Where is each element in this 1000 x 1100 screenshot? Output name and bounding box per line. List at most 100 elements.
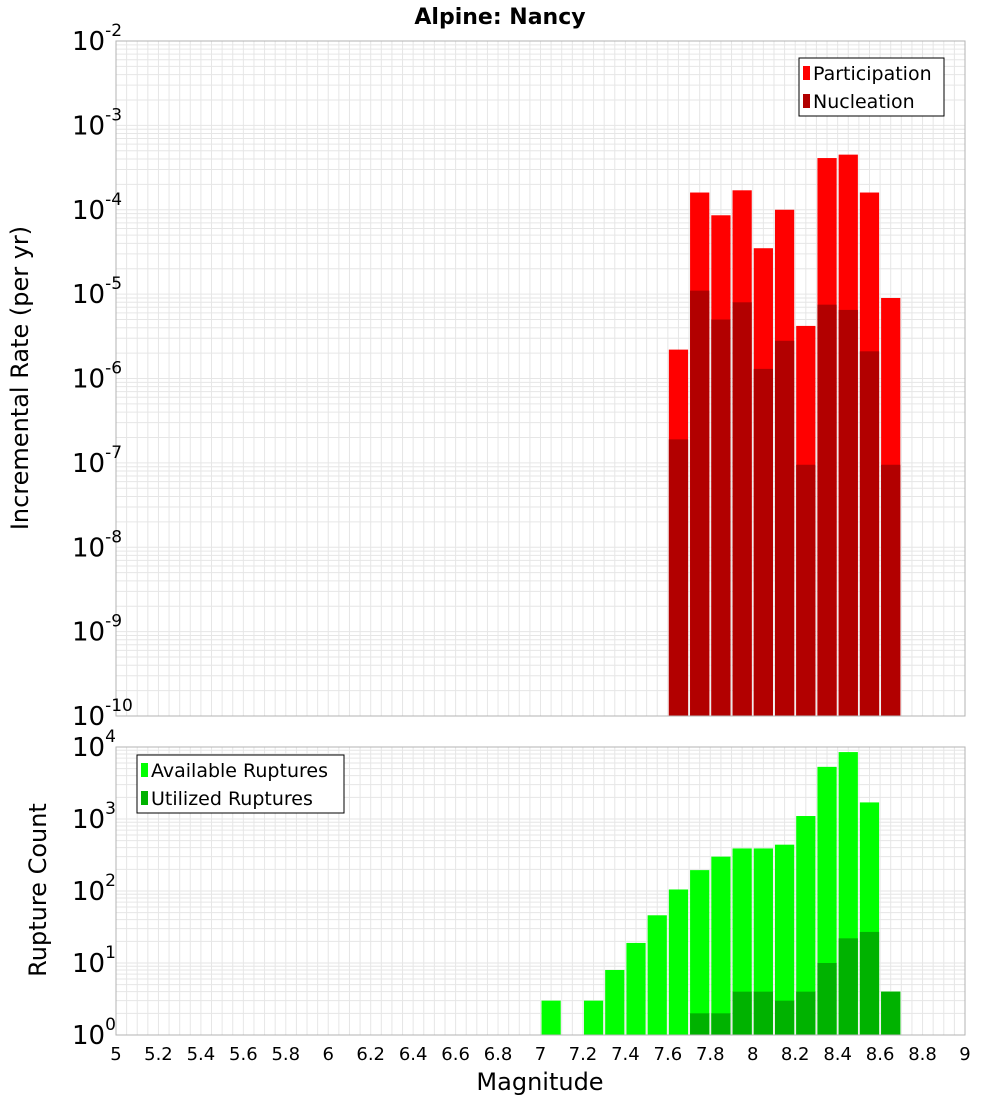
- y-tick-exponent: -10: [105, 696, 133, 716]
- bottom-bar: [796, 991, 816, 1035]
- top-bar: [774, 340, 795, 716]
- x-axis-label: Magnitude: [476, 1068, 603, 1096]
- top-y-tick-label: 10-9: [72, 612, 122, 648]
- legend-swatch: [803, 66, 810, 80]
- top-bar: [711, 319, 731, 716]
- bottom-bar: [668, 889, 689, 1035]
- bottom-y-tick-label: 102: [72, 871, 116, 907]
- x-tick-label: 8.4: [823, 1044, 852, 1065]
- x-tick-label: 8: [747, 1044, 758, 1065]
- bottom-y-axis-label: Rupture Count: [24, 803, 52, 977]
- bottom-bar: [753, 848, 773, 1035]
- bottom-bar: [690, 870, 710, 1035]
- bottom-bar: [711, 856, 731, 1035]
- top-y-tick-label: 10-3: [72, 105, 122, 141]
- top-bar: [838, 309, 858, 716]
- x-tick-label: 7: [535, 1044, 546, 1065]
- x-tick-label: 5: [110, 1044, 121, 1065]
- top-y-tick-label: 10-2: [72, 21, 122, 57]
- rate-chart: 10-10 10-9 10-8 10-7 10-6 10-5 10-4 10-3 10-2 Par…: [72, 21, 966, 732]
- bottom-bar: [774, 1000, 795, 1035]
- x-tick-label: 6.8: [484, 1044, 513, 1065]
- bottom-bar: [732, 991, 752, 1035]
- x-tick-label: 5.2: [144, 1044, 173, 1065]
- bottom-bar: [859, 931, 880, 1035]
- bottom-bar: [690, 1013, 710, 1035]
- bottom-series-0: [541, 752, 901, 1035]
- top-y-tick-label: 10-7: [72, 443, 122, 479]
- bottom-bar: [732, 848, 752, 1035]
- bottom-bar: [796, 816, 816, 1035]
- legend-label: Utilized Ruptures: [151, 788, 313, 810]
- y-tick-exponent: 0: [105, 1015, 116, 1035]
- x-tick-label: 8.6: [866, 1044, 895, 1065]
- top-legend: Participation Nucleation: [798, 57, 945, 117]
- bottom-legend-box: [136, 754, 345, 814]
- x-tick-label: 8.8: [908, 1044, 937, 1065]
- y-tick-exponent: -6: [105, 359, 122, 379]
- x-tick-label: 6.2: [356, 1044, 385, 1065]
- top-plot-frame: [115, 40, 966, 717]
- bottom-y-tick-label: 101: [72, 943, 116, 979]
- y-tick-exponent: -2: [105, 21, 122, 41]
- legend-label: Nucleation: [813, 91, 915, 113]
- x-tick-label: 7.4: [611, 1044, 640, 1065]
- x-tick-label: 8.2: [781, 1044, 810, 1065]
- bottom-plot-frame: [115, 746, 966, 1036]
- y-tick-exponent: 1: [105, 943, 116, 963]
- x-tick-label: 5.8: [271, 1044, 300, 1065]
- top-bar: [668, 439, 689, 716]
- x-tick-label: 6.4: [399, 1044, 428, 1065]
- bottom-bar: [711, 1013, 731, 1035]
- top-y-axis-label: Incremental Rate (per yr): [6, 226, 34, 530]
- y-tick-exponent: 3: [105, 799, 116, 819]
- top-bar: [732, 302, 752, 716]
- x-tick-label: 6.6: [441, 1044, 470, 1065]
- bottom-bar: [881, 991, 901, 1035]
- top-bar: [753, 368, 773, 716]
- bottom-bar: [647, 915, 667, 1035]
- x-tick-label: 5.6: [229, 1044, 258, 1065]
- y-tick-exponent: -8: [105, 527, 122, 547]
- legend-label: Participation: [813, 63, 932, 85]
- chart-title: Alpine: Nancy: [414, 5, 585, 30]
- bottom-bar: [817, 963, 837, 1035]
- x-tick-label: 7.2: [569, 1044, 598, 1065]
- y-tick-exponent: 2: [105, 871, 116, 891]
- legend-swatch: [803, 94, 810, 108]
- top-series-1: [668, 290, 901, 716]
- bottom-y-tick-label: 104: [72, 727, 116, 763]
- top-bar: [690, 290, 710, 716]
- bottom-series-1: [690, 931, 901, 1035]
- top-y-tick-label: 10-8: [72, 527, 122, 563]
- x-tick-label: 7.8: [696, 1044, 725, 1065]
- top-y-tick-label: 10-5: [72, 274, 122, 310]
- bottom-bar: [583, 1000, 604, 1035]
- bottom-legend: Available Ruptures Utilized Ruptures: [136, 754, 345, 814]
- top-y-tick-label: 10-6: [72, 359, 122, 395]
- bottom-bar: [626, 942, 646, 1035]
- top-y-tick-label: 10-10: [72, 696, 133, 732]
- bottom-bar: [838, 938, 858, 1035]
- y-tick-exponent: -3: [105, 105, 122, 125]
- top-bar: [881, 464, 901, 716]
- top-grid: [115, 41, 966, 717]
- top-bar: [796, 464, 816, 716]
- x-tick-label: 7.6: [654, 1044, 683, 1065]
- top-bar: [817, 304, 837, 716]
- y-tick-exponent: -9: [105, 612, 122, 632]
- top-legend-box: [798, 57, 945, 117]
- x-tick-label: 9: [959, 1044, 970, 1065]
- top-bar: [859, 351, 880, 716]
- y-tick-exponent: -5: [105, 274, 122, 294]
- y-tick-exponent: -4: [105, 190, 122, 210]
- legend-swatch: [141, 763, 148, 777]
- bottom-y-tick-label: 103: [72, 799, 116, 835]
- y-tick-exponent: -7: [105, 443, 122, 463]
- legend-swatch: [141, 791, 148, 805]
- bottom-bar: [753, 991, 773, 1035]
- bottom-bar: [774, 844, 795, 1035]
- bottom-bar: [541, 1000, 561, 1035]
